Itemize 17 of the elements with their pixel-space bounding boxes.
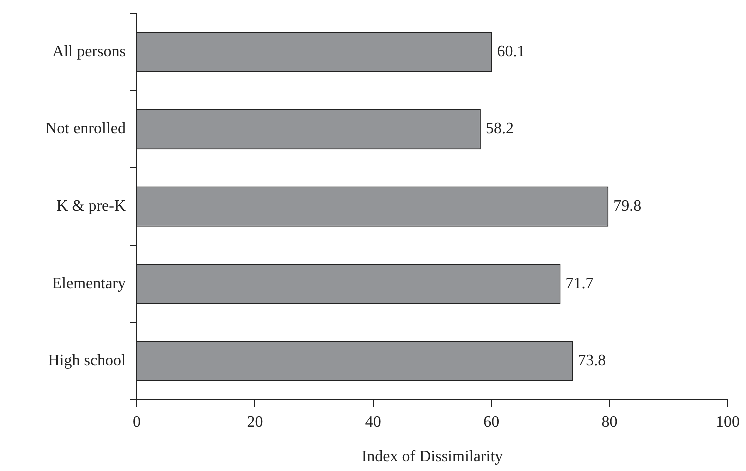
x-tick-label: 80 xyxy=(602,414,618,431)
x-tick-label: 0 xyxy=(133,414,141,431)
x-tick-label: 20 xyxy=(247,414,264,431)
data-label: 60.1 xyxy=(497,43,526,60)
y-tick-label: Elementary xyxy=(52,275,126,292)
y-tick-label: All persons xyxy=(52,43,126,60)
data-label: 79.8 xyxy=(614,198,642,216)
data-label: 71.7 xyxy=(566,275,594,292)
y-tick-label: K & pre-K xyxy=(56,198,126,216)
y-tick-label: Not enrolled xyxy=(46,120,126,138)
y-tick-label: High school xyxy=(48,352,127,370)
data-label: 58.2 xyxy=(486,120,514,138)
x-tick-label: 40 xyxy=(365,414,382,431)
x-tick-label: 100 xyxy=(716,414,740,431)
x-axis-title: Index of Dissimilarity xyxy=(362,448,504,466)
data-label: 73.8 xyxy=(578,352,606,370)
x-tick-label: 60 xyxy=(484,414,500,431)
